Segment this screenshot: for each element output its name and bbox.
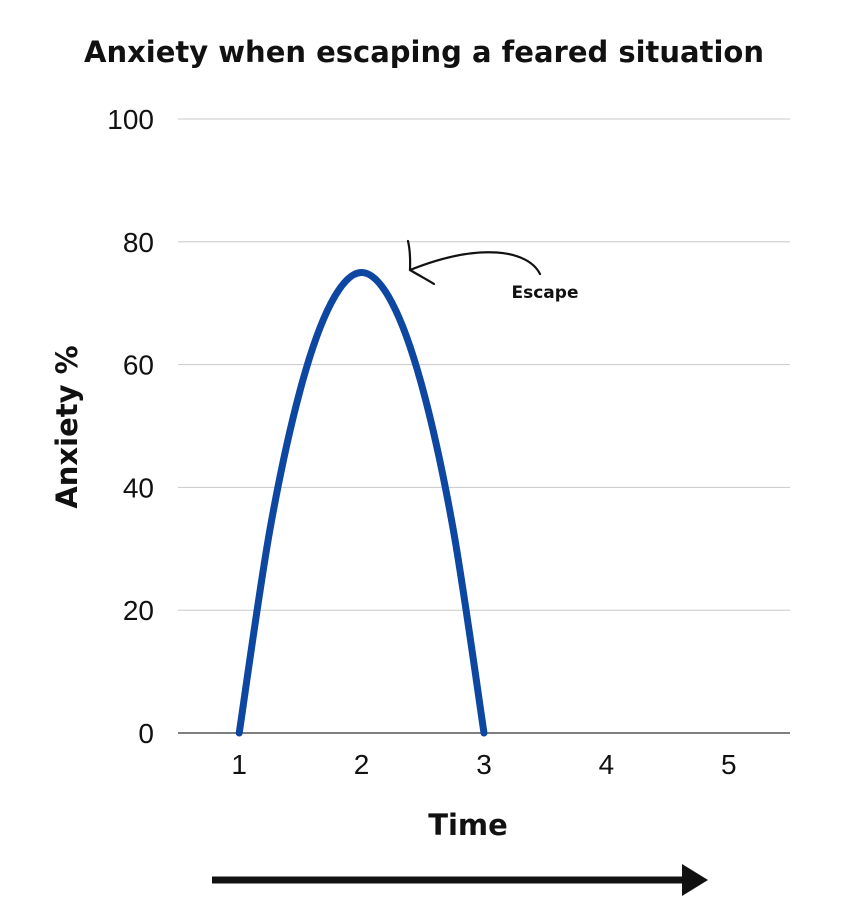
- series-group: [235, 269, 488, 737]
- time-arrow: [212, 864, 708, 896]
- x-tick-label: 5: [721, 749, 737, 780]
- escape-arrow-head: [406, 239, 436, 286]
- x-tick-label: 3: [476, 749, 492, 780]
- y-tick-labels: 0 20 40 60 80 100: [107, 104, 154, 749]
- x-axis-label: Time: [428, 808, 508, 842]
- y-tick-label: 100: [107, 104, 154, 135]
- y-axis-label: Anxiety %: [50, 345, 84, 508]
- time-arrow-head: [682, 864, 708, 896]
- y-tick-label: 60: [123, 350, 154, 381]
- escape-annotation-label: Escape: [512, 283, 579, 303]
- y-tick-label: 0: [138, 718, 154, 749]
- x-tick-label: 4: [599, 749, 615, 780]
- chart-title: Anxiety when escaping a feared situation: [84, 35, 764, 69]
- y-tick-label: 80: [123, 227, 154, 258]
- y-tick-label: 20: [123, 595, 154, 626]
- x-tick-label: 1: [231, 749, 247, 780]
- x-tick-label: 2: [354, 749, 370, 780]
- escape-annotation: Escape: [406, 239, 579, 303]
- escape-arrow-curve: [408, 251, 542, 276]
- y-tick-label: 40: [123, 472, 154, 503]
- x-tick-labels: 1 2 3 4 5: [231, 749, 736, 780]
- series-line: [235, 269, 488, 737]
